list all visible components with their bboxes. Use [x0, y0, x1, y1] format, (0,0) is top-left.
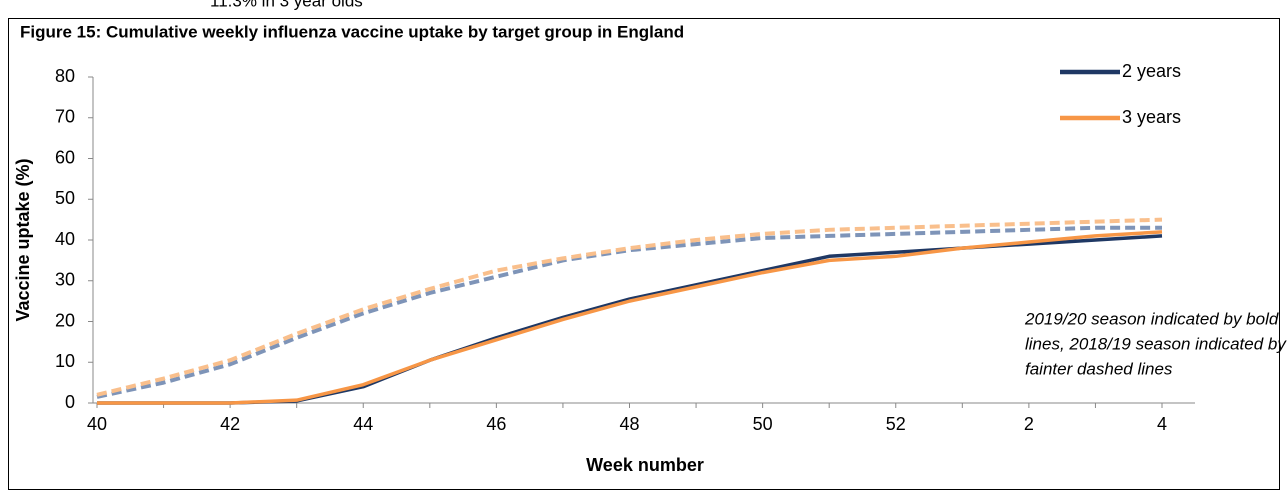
clipped-note: 11.3% in 3 year olds [210, 0, 363, 10]
x-tick-label: 48 [619, 414, 639, 434]
y-axis-label: Vaccine uptake (%) [13, 158, 33, 321]
chart-frame [8, 18, 1280, 490]
dashed-line [96, 225, 1162, 399]
x-tick-label: 46 [486, 414, 506, 434]
dashed-line [96, 217, 1163, 397]
x-tick-label: 2 [1024, 414, 1034, 434]
y-tick-label: 10 [55, 351, 75, 371]
legend-label: 3 years [1122, 107, 1181, 127]
y-tick-label: 20 [55, 310, 75, 330]
x-tick-label: 4 [1157, 414, 1167, 434]
y-tick-label: 60 [55, 147, 75, 167]
y-tick-label: 40 [55, 229, 75, 249]
y-tick-label: 70 [55, 107, 75, 127]
annotation: lines, 2018/19 season indicated by [1025, 334, 1287, 353]
y-tick-label: 30 [55, 270, 75, 290]
y-tick-label: 80 [55, 66, 75, 86]
y-tick-label: 50 [55, 188, 75, 208]
y-tick-label: 0 [65, 392, 75, 412]
x-tick-label: 40 [87, 414, 107, 434]
x-axis-label: Week number [586, 455, 704, 475]
annotation: 2019/20 season indicated by bold [1024, 309, 1279, 328]
chart-title: Figure 15: Cumulative weekly influenza v… [20, 22, 684, 41]
line [97, 230, 1163, 405]
x-tick-label: 44 [353, 414, 373, 434]
x-tick-label: 42 [220, 414, 240, 434]
x-tick-label: 50 [753, 414, 773, 434]
annotation: fainter dashed lines [1025, 359, 1173, 378]
x-tick-label: 52 [886, 414, 906, 434]
legend-label: 2 years [1122, 61, 1181, 81]
